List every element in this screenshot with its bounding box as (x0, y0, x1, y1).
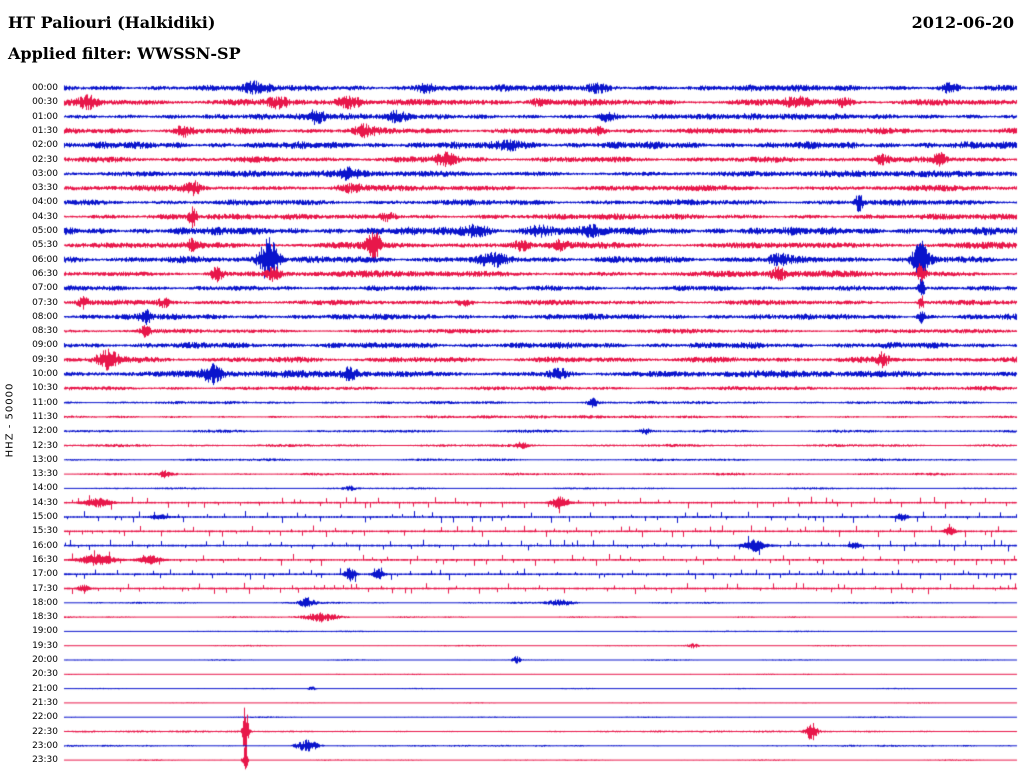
helicorder-page: HT Paliouri (Halkidiki) 2012-06-20 Appli… (0, 0, 1024, 780)
seismogram-canvas (0, 0, 1024, 780)
